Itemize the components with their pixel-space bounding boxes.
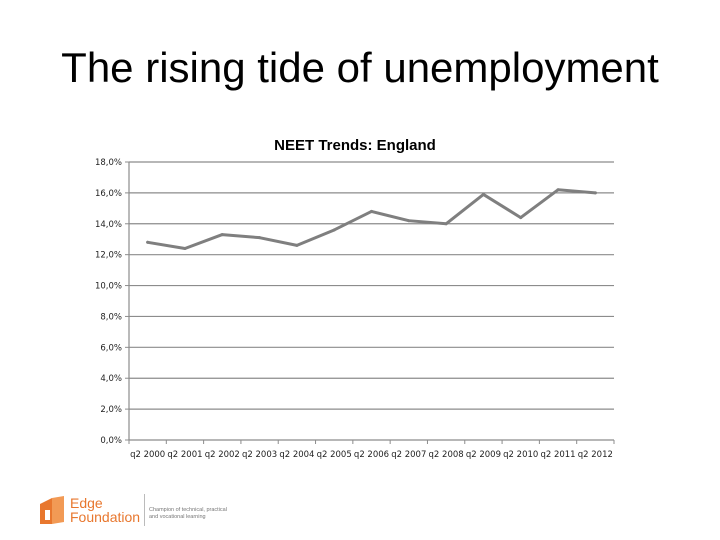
series xyxy=(146,188,597,250)
data-point xyxy=(258,236,262,240)
y-tick-label: 16,0% xyxy=(95,189,122,199)
y-tick-label: 4,0% xyxy=(100,374,122,384)
data-point xyxy=(444,222,448,226)
data-point xyxy=(146,240,150,244)
series-line xyxy=(146,188,597,250)
data-point xyxy=(370,209,373,213)
x-tick-label: q2 2012 xyxy=(578,450,613,460)
x-tick-label: q2 2007 xyxy=(391,450,426,460)
data-point xyxy=(183,246,187,250)
y-tick-label: 18,0% xyxy=(95,158,122,168)
data-point xyxy=(295,243,299,247)
x-tick-label: q2 2001 xyxy=(167,450,202,460)
chart-title: NEET Trends: England xyxy=(274,137,436,154)
x-tick-label: q2 2004 xyxy=(279,450,314,460)
y-tick-label: 12,0% xyxy=(95,251,122,261)
logo-tagline-line2: and vocational learning xyxy=(149,514,206,520)
grid-lines xyxy=(129,161,614,410)
y-tick-label: 8,0% xyxy=(100,312,122,322)
x-tick-label: q2 2000 xyxy=(130,450,165,460)
data-point xyxy=(332,228,336,232)
y-tick-labels: 0,0% 2,0% 4,0% 6,0% 8,0% 10,0% 12,0% 14,0% 16,0%… xyxy=(95,158,122,446)
x-tick-label: q2 2005 xyxy=(317,450,352,460)
data-point xyxy=(593,191,597,195)
data-point xyxy=(407,219,411,223)
logo-name-line2: Foundation xyxy=(70,509,141,525)
edge-foundation-logo: Edge Foundation Champion of technical, p… xyxy=(38,492,238,528)
logo-divider xyxy=(144,494,145,526)
x-tick-label: q2 2009 xyxy=(466,450,501,460)
x-tick-labels: q2 2000 q2 2001 q2 2002 q2 2003 q2 2004 q2 20… xyxy=(130,450,613,460)
x-tick-label: q2 2003 xyxy=(242,450,277,460)
data-point xyxy=(519,216,523,220)
y-tick-label: 14,0% xyxy=(95,220,122,230)
x-tick-label: q2 2006 xyxy=(354,450,389,460)
y-tick-label: 6,0% xyxy=(100,343,122,353)
x-tick-label: q2 2011 xyxy=(540,450,575,460)
data-point xyxy=(481,192,485,196)
edge-logo-icon xyxy=(40,496,64,524)
x-tick-label: q2 2002 xyxy=(205,450,240,460)
data-point xyxy=(220,233,224,237)
slide-title: The rising tide of unemployment xyxy=(61,44,659,91)
x-tick-label: q2 2008 xyxy=(429,450,464,460)
y-tick-label: 2,0% xyxy=(100,405,122,415)
axes xyxy=(125,161,615,444)
logo-name-line1: Edge xyxy=(70,495,103,511)
y-tick-label: 0,0% xyxy=(100,436,122,446)
y-tick-label: 10,0% xyxy=(95,282,122,292)
logo-tagline-line1: Champion of technical, practical xyxy=(149,507,227,513)
data-point xyxy=(556,188,560,192)
x-tick-label: q2 2010 xyxy=(503,450,538,460)
